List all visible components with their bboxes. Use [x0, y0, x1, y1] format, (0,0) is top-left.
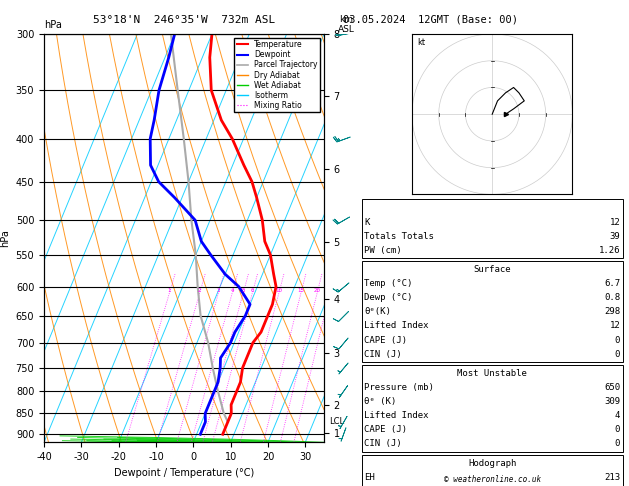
Text: 213: 213: [604, 473, 620, 482]
Text: 15: 15: [298, 288, 304, 293]
Text: 10: 10: [276, 288, 282, 293]
Text: Pressure (mb): Pressure (mb): [364, 383, 434, 392]
Text: 12: 12: [610, 322, 620, 330]
Text: CIN (J): CIN (J): [364, 439, 402, 449]
Text: © weatheronline.co.uk: © weatheronline.co.uk: [443, 474, 541, 484]
Text: 4: 4: [615, 411, 620, 420]
Text: Lifted Index: Lifted Index: [364, 322, 429, 330]
Text: θᵉ (K): θᵉ (K): [364, 397, 396, 406]
Text: EH: EH: [364, 473, 375, 482]
Text: θᵉ(K): θᵉ(K): [364, 308, 391, 316]
Text: Dewp (°C): Dewp (°C): [364, 294, 413, 302]
Text: 03.05.2024  12GMT (Base: 00): 03.05.2024 12GMT (Base: 00): [343, 15, 518, 25]
Text: 0: 0: [615, 439, 620, 449]
Text: 1: 1: [168, 288, 171, 293]
Text: 298: 298: [604, 308, 620, 316]
Text: 2: 2: [198, 288, 201, 293]
Text: 650: 650: [604, 383, 620, 392]
Y-axis label: km
ASL: km ASL: [338, 15, 355, 34]
Text: 0: 0: [615, 350, 620, 359]
Text: 0.8: 0.8: [604, 294, 620, 302]
Text: 12: 12: [610, 218, 620, 226]
Text: 309: 309: [604, 397, 620, 406]
Y-axis label: hPa: hPa: [0, 229, 10, 247]
Text: 4: 4: [231, 288, 234, 293]
Text: 1.26: 1.26: [599, 246, 620, 255]
Text: K: K: [364, 218, 370, 226]
Text: Most Unstable: Most Unstable: [457, 369, 527, 378]
Text: CAPE (J): CAPE (J): [364, 336, 407, 345]
Text: hPa: hPa: [44, 20, 62, 30]
Text: 53°18'N  246°35'W  732m ASL: 53°18'N 246°35'W 732m ASL: [93, 15, 275, 25]
X-axis label: Dewpoint / Temperature (°C): Dewpoint / Temperature (°C): [114, 468, 254, 478]
Text: 20: 20: [314, 288, 321, 293]
Text: LCL: LCL: [330, 417, 345, 426]
Text: 6.7: 6.7: [604, 279, 620, 288]
Text: 6: 6: [251, 288, 254, 293]
Text: CIN (J): CIN (J): [364, 350, 402, 359]
Text: PW (cm): PW (cm): [364, 246, 402, 255]
Text: Lifted Index: Lifted Index: [364, 411, 429, 420]
Text: 5: 5: [242, 288, 245, 293]
Text: Hodograph: Hodograph: [468, 459, 516, 468]
Text: kt: kt: [418, 38, 425, 47]
Text: 0: 0: [615, 425, 620, 434]
Text: CAPE (J): CAPE (J): [364, 425, 407, 434]
Text: 0: 0: [615, 336, 620, 345]
Legend: Temperature, Dewpoint, Parcel Trajectory, Dry Adiabat, Wet Adiabat, Isotherm, Mi: Temperature, Dewpoint, Parcel Trajectory…: [235, 38, 320, 112]
Text: 39: 39: [610, 232, 620, 241]
Text: 3: 3: [217, 288, 220, 293]
Text: Surface: Surface: [474, 265, 511, 274]
Text: Temp (°C): Temp (°C): [364, 279, 413, 288]
Text: Totals Totals: Totals Totals: [364, 232, 434, 241]
